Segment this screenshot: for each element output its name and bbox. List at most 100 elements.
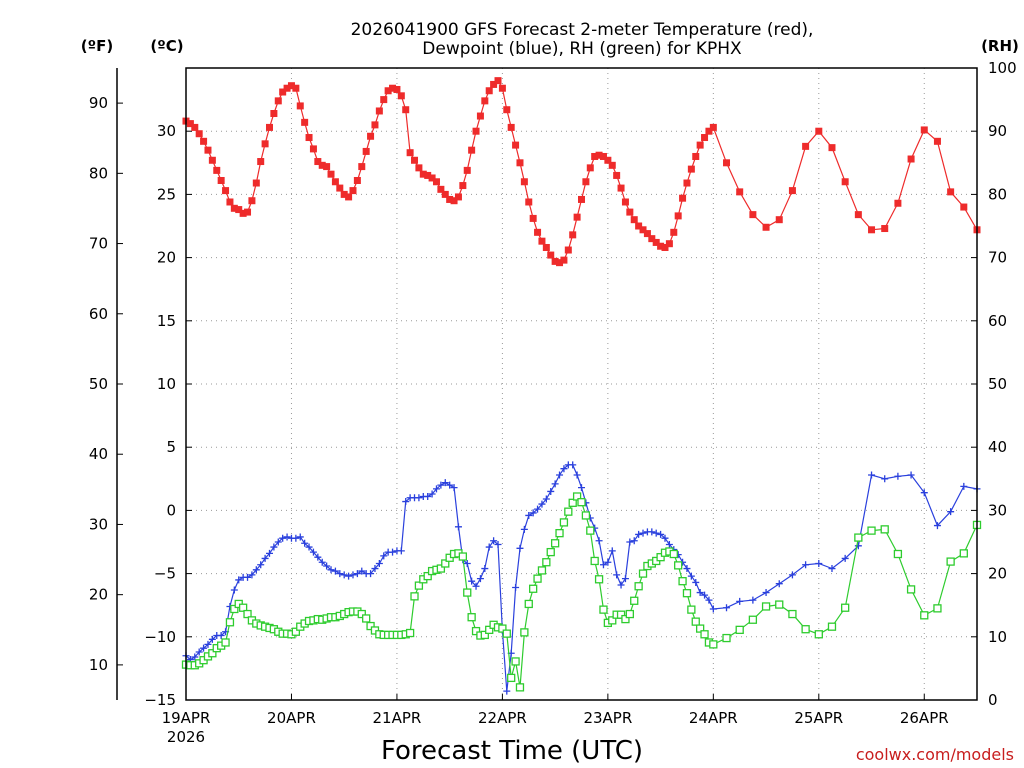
f-tick-label: 60 — [89, 305, 108, 323]
rh-tick-label: 70 — [988, 249, 1007, 267]
temperature-point — [208, 156, 216, 164]
temperature-point — [305, 134, 313, 142]
dewpoint-point — [920, 489, 928, 497]
temperature-point — [556, 259, 564, 267]
rh-point — [502, 629, 511, 638]
dewpoint-point — [323, 562, 331, 570]
rh-point — [687, 605, 696, 614]
temperature-point — [696, 141, 704, 149]
f-tick-label: 40 — [89, 445, 108, 463]
temperature-point — [274, 97, 282, 105]
dewpoint-point — [481, 565, 489, 573]
temperature-point — [709, 123, 717, 131]
dewpoint-series — [182, 461, 981, 695]
c-tick-label: 5 — [166, 438, 176, 456]
rh-point — [225, 618, 235, 627]
rh-tick-label: 0 — [988, 691, 998, 709]
temperature-point — [815, 127, 823, 135]
rh-point — [436, 564, 446, 573]
celsius-axis-unit: (ºC) — [150, 37, 183, 55]
dewpoint-point — [472, 582, 480, 590]
dewpoint-point — [639, 529, 647, 537]
temperature-point — [279, 88, 287, 96]
temperature-point — [235, 206, 243, 214]
dewpoint-point — [191, 653, 199, 661]
temperature-point — [591, 152, 599, 160]
dewpoint-point — [621, 575, 629, 583]
rh-point — [621, 614, 630, 624]
rh-tick-label: 60 — [988, 312, 1007, 330]
temperature-point — [397, 92, 405, 100]
dewpoint-point — [692, 578, 700, 586]
c-tick-label: −15 — [144, 691, 176, 709]
rh-point — [722, 633, 731, 643]
dewpoint-point — [665, 541, 673, 549]
dewpoint-point — [661, 534, 669, 542]
rh-point — [735, 625, 744, 634]
dewpoint-point — [503, 687, 511, 695]
rh-tick-label: 30 — [988, 501, 1007, 519]
rh-point — [638, 569, 648, 578]
dewpoint-point — [336, 570, 344, 578]
temperature-point — [283, 84, 291, 92]
x-tick-label: 24APR — [689, 709, 738, 727]
dewpoint-point — [599, 561, 607, 569]
chart-title-line2: Dewpoint (blue), RH (green) for KPHX — [422, 39, 742, 59]
rh-point — [480, 630, 489, 640]
rh-point — [841, 603, 850, 612]
x-tick-label: 20APR — [267, 709, 316, 727]
temperature-point — [252, 179, 260, 187]
temperature-point — [437, 185, 445, 193]
rh-point — [533, 574, 542, 583]
temperature-point — [261, 140, 269, 148]
rh-point — [507, 673, 516, 683]
dewpoint-point — [331, 567, 339, 575]
temperature-point — [349, 187, 357, 195]
dewpoint-point — [687, 572, 695, 580]
temperature-point — [679, 194, 687, 202]
temperature-point — [472, 127, 480, 135]
temperature-point — [402, 106, 410, 114]
c-tick-label: 0 — [166, 501, 176, 519]
rh-tick-label: 20 — [988, 565, 1007, 583]
dewpoint-point — [415, 494, 423, 502]
temperature-point — [463, 166, 471, 174]
temperature-point — [494, 77, 502, 85]
temperature-point — [244, 208, 252, 216]
dewpoint-point — [802, 561, 810, 569]
temperature-point — [200, 137, 208, 145]
rh-point — [959, 549, 968, 558]
rh-axis-unit: (RH) — [981, 37, 1019, 55]
c-tick-label: −5 — [154, 565, 176, 583]
rh-point — [463, 588, 472, 597]
dewpoint-point — [380, 552, 388, 560]
x-tick-label: 25APR — [794, 709, 843, 727]
temperature-point — [586, 164, 594, 172]
rh-point — [559, 518, 569, 527]
temperature-point — [498, 84, 506, 92]
c-tick-label: 30 — [157, 122, 176, 140]
dewpoint-point — [397, 547, 405, 555]
dewpoint-point — [402, 498, 410, 506]
rh-point — [555, 529, 564, 538]
rh-point — [537, 566, 547, 575]
dewpoint-point — [648, 528, 656, 536]
temperature-point — [367, 132, 375, 140]
x-tick-label: 21APR — [373, 709, 422, 727]
dewpoint-point — [556, 471, 564, 479]
dewpoint-point — [701, 591, 709, 599]
temperature-point — [723, 159, 731, 167]
dewpoint-point — [547, 487, 555, 495]
rh-point — [709, 640, 718, 649]
rh-point — [696, 624, 705, 633]
temperature-point — [441, 190, 449, 198]
temperature-point — [292, 84, 300, 92]
rh-point — [572, 492, 582, 501]
rh-point — [801, 625, 810, 634]
rh-point — [467, 613, 476, 622]
rh-point — [511, 657, 520, 666]
rh-point — [814, 630, 823, 639]
temperature-point — [639, 226, 647, 234]
rh-point — [946, 557, 955, 566]
temperature-point — [683, 179, 691, 187]
